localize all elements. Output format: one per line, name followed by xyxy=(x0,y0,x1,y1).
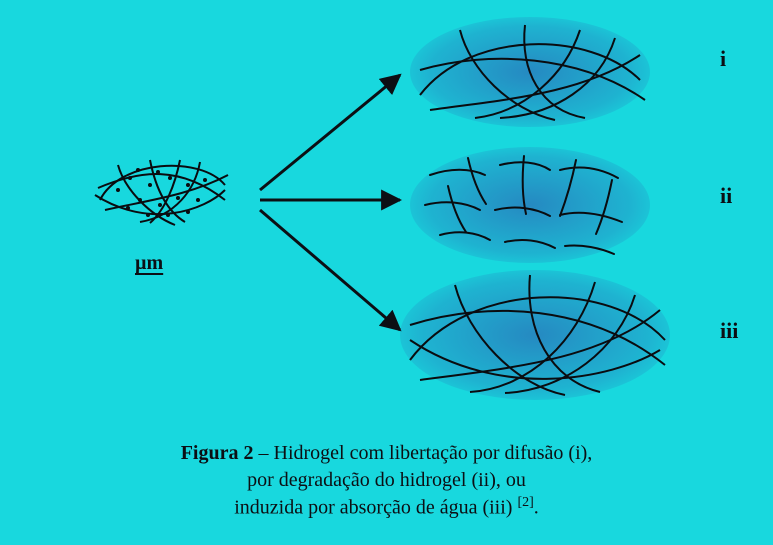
hydrogel-diagram xyxy=(0,0,773,430)
label-ii: ii xyxy=(720,183,732,209)
figure-page: i ii iii µm Figura 2 – Hidrogel com libe… xyxy=(0,0,773,545)
outcome-iii xyxy=(400,270,670,400)
caption-line-3: induzida por absorção de água (iii) [2]. xyxy=(0,494,773,522)
caption-line1-rest: – Hidrogel com libertação por difusão (i… xyxy=(254,442,593,464)
scale-bar-label: µm xyxy=(135,252,163,275)
label-i: i xyxy=(720,46,726,72)
figure-caption: Figura 2 – Hidrogel com libertação por d… xyxy=(0,440,773,522)
halo-ii xyxy=(410,147,650,263)
caption-line3-end: . xyxy=(534,497,539,519)
outcome-ii xyxy=(410,147,650,263)
outcome-i xyxy=(410,17,650,127)
diagram-bg xyxy=(0,0,773,430)
caption-line-2: por degradação do hidrogel (ii), ou xyxy=(0,467,773,494)
caption-line-1: Figura 2 – Hidrogel com libertação por d… xyxy=(0,440,773,467)
halo-iii xyxy=(400,270,670,400)
caption-ref-sup: [2] xyxy=(517,495,533,510)
label-iii: iii xyxy=(720,318,738,344)
caption-line3-main: induzida por absorção de água (iii) xyxy=(234,497,517,519)
caption-prefix: Figura 2 xyxy=(181,442,254,464)
